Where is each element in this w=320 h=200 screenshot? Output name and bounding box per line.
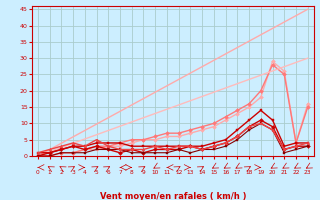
X-axis label: Vent moyen/en rafales ( km/h ): Vent moyen/en rafales ( km/h ) <box>100 192 246 200</box>
